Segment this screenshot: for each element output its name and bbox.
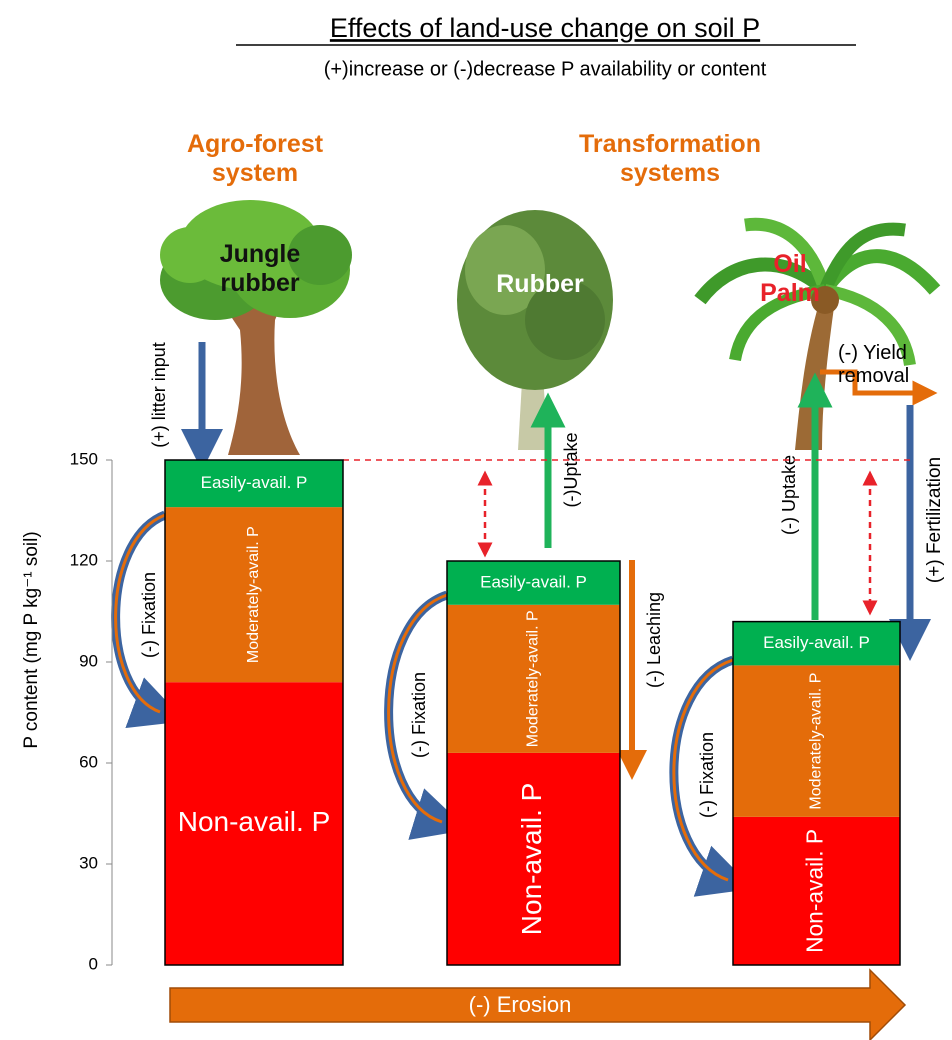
segment-label: Non-avail. P xyxy=(516,783,547,936)
segment-label: Moderately-avail. P xyxy=(245,526,262,663)
segment-label: Non-avail. P xyxy=(178,806,331,837)
yield-arrow xyxy=(820,369,938,406)
system-label: Transformation systems xyxy=(579,130,761,187)
y-tick-label: 90 xyxy=(79,651,98,670)
annotation: (-) Fixation xyxy=(139,572,159,658)
annotation: (-) Uptake xyxy=(779,455,799,535)
annotation: (-)Uptake xyxy=(561,432,581,507)
y-tick-label: 120 xyxy=(70,550,98,569)
chart-subtitle: (+)increase or (-)decrease P availabilit… xyxy=(324,58,767,80)
bar-segment xyxy=(733,621,900,666)
annotation: (-) Leaching xyxy=(644,592,664,688)
rubber-tree xyxy=(457,210,613,450)
fixation-arrow xyxy=(669,655,754,897)
fixation-arrow xyxy=(384,590,468,840)
bar-segment xyxy=(447,604,620,753)
segment-label: Moderately-avail. P xyxy=(525,610,542,747)
y-axis-title: P content (mg P kg⁻¹ soil) xyxy=(21,531,42,748)
y-tick-label: 30 xyxy=(79,853,98,872)
bar-outline xyxy=(732,620,901,966)
bar-outline xyxy=(164,459,344,966)
y-tick-label: 0 xyxy=(89,954,98,973)
system-label: Agro-forest system xyxy=(186,130,324,187)
annotation: (-) Fixation xyxy=(409,672,429,758)
fixation-arrow xyxy=(111,510,186,728)
jungle-rubber-tree xyxy=(160,200,352,455)
bar-segment xyxy=(733,816,900,965)
plant-label: Jungle rubber xyxy=(219,240,301,297)
segment-label: Non-avail. P xyxy=(802,829,828,953)
segment-label: Easily-avail. P xyxy=(201,473,308,492)
bar-segment xyxy=(165,682,343,965)
annotation: (-) Fixation xyxy=(697,732,717,818)
segment-label: Easily-avail. P xyxy=(763,633,870,652)
segment-label: Easily-avail. P xyxy=(480,572,587,591)
segment-label: Moderately-avail. P xyxy=(808,673,825,810)
bar-outline xyxy=(446,560,621,966)
y-tick-label: 150 xyxy=(70,449,98,468)
annotation: (+) litter input xyxy=(149,342,169,448)
erosion-arrow xyxy=(169,968,907,1040)
plant-label: Rubber xyxy=(496,270,584,298)
plant-label: Oil Palm xyxy=(760,250,820,307)
bar-segment xyxy=(165,507,343,683)
bar-segment xyxy=(447,752,620,965)
chart-title: Effects of land-use change on soil P xyxy=(330,13,760,43)
annotation: (-) Yield removal xyxy=(838,342,910,387)
annotation: (-) Erosion xyxy=(469,992,572,1017)
oil-palm xyxy=(694,217,941,450)
bar-segment xyxy=(165,460,343,508)
bar-segment xyxy=(447,561,620,605)
bar-segment xyxy=(733,665,900,817)
y-tick-label: 60 xyxy=(79,752,98,771)
annotation: (+) Fertilization xyxy=(924,457,945,583)
